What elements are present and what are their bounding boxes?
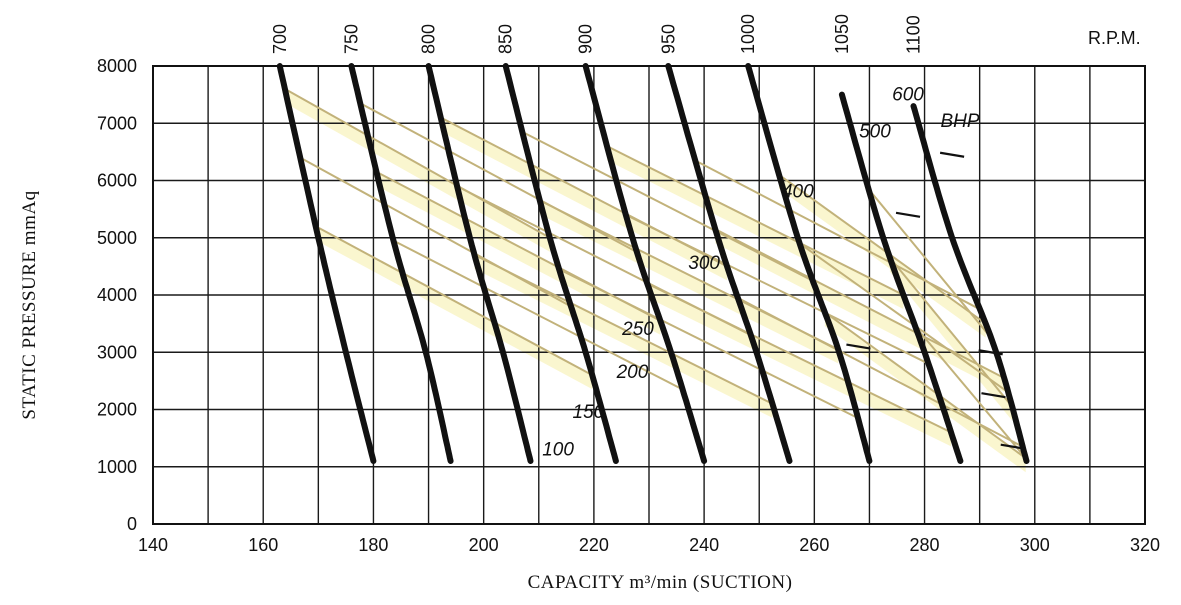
x-tick-label: 200 [469, 535, 499, 555]
bhp-line [393, 239, 684, 391]
bhp-band [647, 283, 952, 447]
y-tick-label: 8000 [97, 56, 137, 76]
bhp-line [799, 242, 1009, 394]
rpm-label-1000: 1000 [738, 14, 758, 54]
rpm-curve-1000 [745, 63, 873, 464]
bhp-band [539, 200, 839, 364]
y-tick-label: 5000 [97, 228, 137, 248]
rpm-curve-750 [348, 63, 454, 464]
x-tick-label: 220 [579, 535, 609, 555]
bhp-line [778, 173, 987, 325]
y-tick-labels: 0 1000 2000 3000 4000 5000 6000 7000 8000 [97, 56, 137, 534]
bhp-line [625, 213, 929, 365]
rpm-curve-1050 [838, 91, 964, 464]
reference-tick [846, 343, 871, 350]
x-tick-label: 140 [138, 535, 168, 555]
y-axis-title: STATIC PRESSURE mmAq [19, 190, 40, 419]
bhp-line [521, 130, 814, 282]
bhp-line [714, 228, 1005, 379]
reference-tick [939, 151, 965, 158]
reference-marks [846, 151, 1025, 450]
rpm-curve-700 [276, 63, 377, 464]
bhp-header-label: BHP [940, 111, 979, 132]
bhp-label-150: 150 [573, 402, 605, 423]
bhp-band [889, 257, 1013, 421]
bhp-line [867, 188, 992, 339]
bhp-line [315, 225, 593, 377]
rpm-curve-group [276, 63, 1030, 464]
bhp-label-250: 250 [621, 319, 654, 340]
reference-tick [978, 349, 1003, 356]
bhp-band [779, 174, 986, 338]
rpm-curve-950 [665, 63, 793, 464]
y-tick-label: 6000 [97, 171, 137, 191]
bhp-band [440, 117, 728, 281]
bhp-label-300: 300 [688, 253, 720, 274]
x-tick-label: 300 [1020, 535, 1050, 555]
rpm-label-1050: 1050 [832, 14, 852, 54]
reference-tick [895, 211, 921, 218]
bhp-line [359, 102, 638, 253]
plot-frame [152, 65, 1146, 525]
y-tick-label: 0 [127, 514, 137, 534]
bhp-line [914, 325, 1027, 459]
bhp-line [889, 257, 1013, 408]
y-tick-label: 2000 [97, 400, 137, 420]
x-tick-labels: 140 160 180 200 220 240 260 280 300 320 [138, 535, 1160, 555]
bhp-label-600: 600 [892, 84, 924, 105]
x-tick-label: 160 [248, 535, 278, 555]
bhp-line [824, 311, 1027, 459]
bhp-band [607, 146, 904, 309]
x-tick-label: 180 [358, 535, 388, 555]
x-tick-label: 320 [1130, 535, 1160, 555]
rpm-label-750: 750 [341, 24, 361, 54]
rpm-curve-800 [425, 63, 534, 464]
x-axis-title: CAPACITY m³/min (SUCTION) [528, 572, 793, 593]
bhp-line-group [284, 88, 1027, 459]
reference-tick [1000, 443, 1025, 450]
bhp-band [315, 226, 593, 390]
rpm-curve-850 [502, 63, 619, 464]
rpm-label-900: 900 [576, 24, 596, 54]
rpm-curve-900 [582, 63, 708, 464]
y-tick-label: 1000 [97, 457, 137, 477]
rpm-header: R.P.M. [1088, 28, 1141, 48]
rpm-label-800: 800 [419, 24, 439, 54]
bhp-line [558, 268, 859, 419]
bhp-line [606, 145, 904, 296]
bhp-label-500: 500 [859, 122, 891, 143]
x-tick-label: 260 [799, 535, 829, 555]
rpm-label-850: 850 [496, 24, 516, 54]
rpm-label-950: 950 [658, 24, 678, 54]
x-tick-label: 280 [910, 535, 940, 555]
rpm-label-700: 700 [270, 24, 290, 54]
y-tick-label: 7000 [97, 113, 137, 133]
bhp-label-400: 400 [782, 182, 814, 203]
bhp-label-200: 200 [616, 362, 649, 383]
rpm-labels: 700 750 800 850 900 950 1000 1050 1100 [270, 14, 924, 54]
bhp-band [715, 229, 1005, 392]
bhp-line [284, 88, 551, 239]
x-tick-label: 240 [689, 535, 719, 555]
y-tick-label: 3000 [97, 342, 137, 362]
bhp-line [474, 254, 773, 405]
reference-tick [981, 392, 1006, 399]
rpm-curve-1100 [910, 103, 1030, 464]
y-tick-label: 4000 [97, 285, 137, 305]
bhp-label-100: 100 [542, 439, 574, 460]
bhp-line [646, 282, 952, 434]
rpm-label-1100: 1100 [904, 15, 924, 54]
bhp-band [376, 171, 661, 335]
